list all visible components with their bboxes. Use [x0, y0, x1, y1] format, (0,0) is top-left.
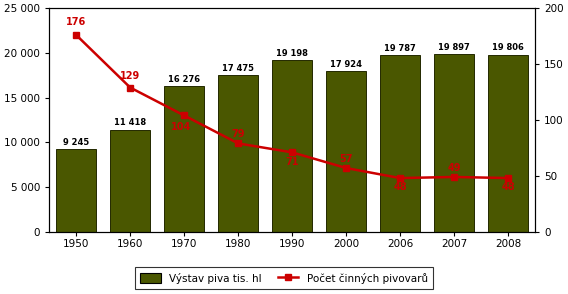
Text: 71: 71 — [285, 157, 299, 167]
Bar — [488, 55, 528, 232]
Text: 17 475: 17 475 — [222, 64, 254, 73]
Bar — [218, 76, 258, 232]
Text: 9 245: 9 245 — [63, 138, 89, 147]
Text: 48: 48 — [393, 182, 407, 192]
Text: 104: 104 — [172, 122, 191, 132]
Legend: Výstav piva tis. hl, Počet činných pivovarů: Výstav piva tis. hl, Počet činných pivov… — [135, 267, 433, 289]
Text: 176: 176 — [66, 16, 86, 26]
Text: 19 787: 19 787 — [384, 44, 416, 53]
Text: 129: 129 — [120, 71, 140, 81]
Text: 49: 49 — [448, 163, 461, 173]
Text: 17 924: 17 924 — [330, 60, 362, 69]
Text: 11 418: 11 418 — [114, 118, 146, 127]
Text: 79: 79 — [231, 129, 245, 139]
Bar — [56, 149, 97, 232]
Bar — [380, 55, 420, 232]
Text: 48: 48 — [501, 182, 515, 192]
Text: 16 276: 16 276 — [168, 75, 200, 84]
Bar — [110, 130, 151, 232]
Bar — [326, 71, 366, 232]
Bar — [434, 54, 474, 232]
Bar — [164, 86, 204, 232]
Text: 19 806: 19 806 — [492, 44, 524, 52]
Text: 19 198: 19 198 — [276, 49, 308, 58]
Bar — [272, 60, 312, 232]
Text: 57: 57 — [339, 154, 353, 164]
Text: 19 897: 19 897 — [438, 43, 470, 51]
